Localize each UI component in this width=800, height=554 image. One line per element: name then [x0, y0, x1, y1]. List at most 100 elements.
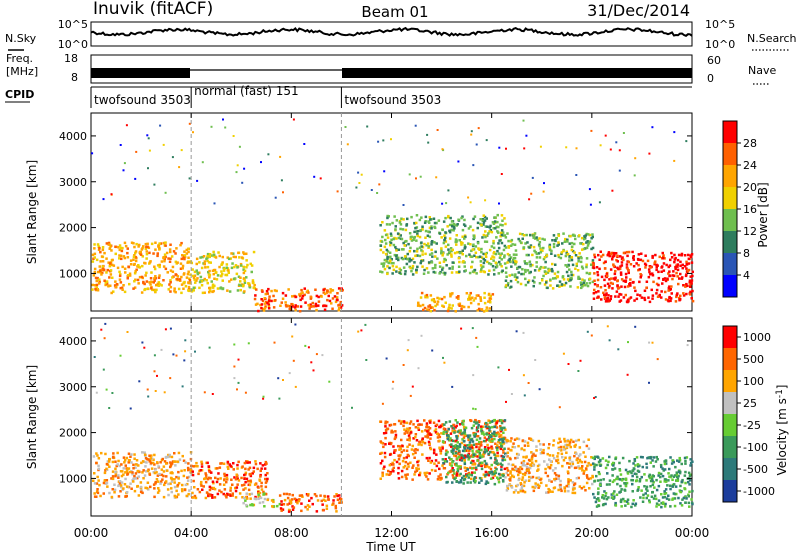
echo-cell [501, 463, 504, 467]
echo-cell [420, 259, 423, 263]
echo-cell [599, 478, 602, 482]
echo-cell [267, 153, 270, 156]
echo-cell [451, 261, 454, 264]
echo-cell [377, 140, 380, 143]
echo-cell [388, 251, 392, 254]
echo-cell [220, 490, 223, 494]
echo-cell [543, 283, 547, 286]
echo-cell [441, 202, 444, 205]
echo-cell [661, 474, 665, 478]
colorbar-tick-label: 24 [743, 159, 757, 172]
echo-cell [412, 423, 415, 426]
echo-cell [651, 272, 654, 275]
echo-cell [472, 243, 475, 246]
echo-cell [545, 254, 549, 257]
echo-cell [577, 255, 580, 259]
echo-cell [245, 496, 248, 499]
echo-cell [105, 462, 109, 466]
echo-cell [395, 247, 398, 251]
echo-cell [597, 290, 600, 293]
echo-cell [593, 465, 596, 469]
echo-cell [538, 267, 541, 270]
echo-cell [107, 243, 110, 246]
echo-cell [413, 230, 416, 234]
echo-cell [230, 278, 233, 281]
echo-cell [527, 469, 530, 472]
echo-cell [470, 249, 473, 253]
echo-cell [100, 328, 103, 331]
echo-cell [181, 489, 184, 493]
echo-cell [427, 308, 431, 312]
echo-cell [537, 252, 541, 255]
echo-cell [331, 307, 334, 310]
echo-cell [554, 239, 557, 243]
echo-cell [209, 477, 212, 480]
echo-cell [97, 479, 100, 482]
echo-cell [293, 306, 297, 309]
echo-cell [419, 175, 422, 178]
echo-cell [561, 275, 565, 278]
echo-cell [593, 253, 596, 257]
echo-cell [586, 476, 589, 479]
echo-cell [487, 292, 491, 296]
echo-cell [654, 460, 658, 463]
echo-cell [384, 252, 388, 256]
echo-cell [581, 278, 584, 281]
echo-cell [564, 281, 568, 285]
echo-cell [563, 440, 567, 443]
echo-cell [649, 485, 652, 488]
echo-cell [164, 241, 167, 244]
echo-cell [568, 458, 572, 462]
echo-cell [430, 248, 433, 252]
echo-cell [255, 288, 258, 291]
echo-cell [509, 476, 512, 479]
echo-cell [460, 456, 463, 460]
echo-cell [382, 262, 386, 265]
echo-cell [133, 474, 136, 478]
echo-cell [150, 467, 154, 470]
echo-cell [674, 256, 677, 260]
echo-cell [387, 469, 390, 473]
echo-cell [488, 436, 491, 439]
echo-cell [680, 252, 684, 256]
echo-cell [170, 255, 174, 258]
echo-cell [450, 425, 453, 428]
echo-cell [313, 493, 317, 496]
echo-cell [482, 473, 486, 476]
echo-cell [292, 359, 295, 362]
echo-cell [674, 300, 678, 303]
echo-cell [614, 457, 617, 461]
echo-cell [573, 234, 576, 237]
echo-cell [259, 475, 262, 478]
echo-cell [583, 279, 586, 282]
colorbar-tick-label: 25 [743, 397, 757, 410]
echo-cell [534, 482, 537, 485]
echo-cell [677, 470, 681, 473]
echo-cell [531, 253, 534, 257]
echo-cell [229, 464, 232, 468]
echo-cell [101, 271, 104, 275]
echo-cell [231, 494, 234, 497]
echo-cell [399, 422, 403, 425]
echo-cell [619, 271, 623, 274]
echo-cell [449, 295, 452, 298]
echo-cell [482, 310, 486, 313]
echo-cell [563, 437, 566, 441]
echo-cell [253, 483, 257, 486]
echo-cell [662, 469, 665, 472]
echo-cell [184, 461, 187, 464]
echo-cell [601, 494, 605, 497]
echo-cell [430, 261, 434, 264]
echo-cell [542, 448, 545, 452]
echo-cell [669, 297, 673, 300]
echo-cell [337, 309, 341, 312]
echo-cell [537, 486, 540, 489]
echo-cell [211, 496, 214, 499]
echo-cell [385, 357, 388, 360]
echo-cell [662, 502, 665, 505]
echo-cell [576, 461, 580, 464]
echo-cell [225, 496, 228, 499]
echo-cell [495, 446, 499, 450]
echo-cell [690, 253, 694, 256]
echo-cell [495, 433, 498, 437]
